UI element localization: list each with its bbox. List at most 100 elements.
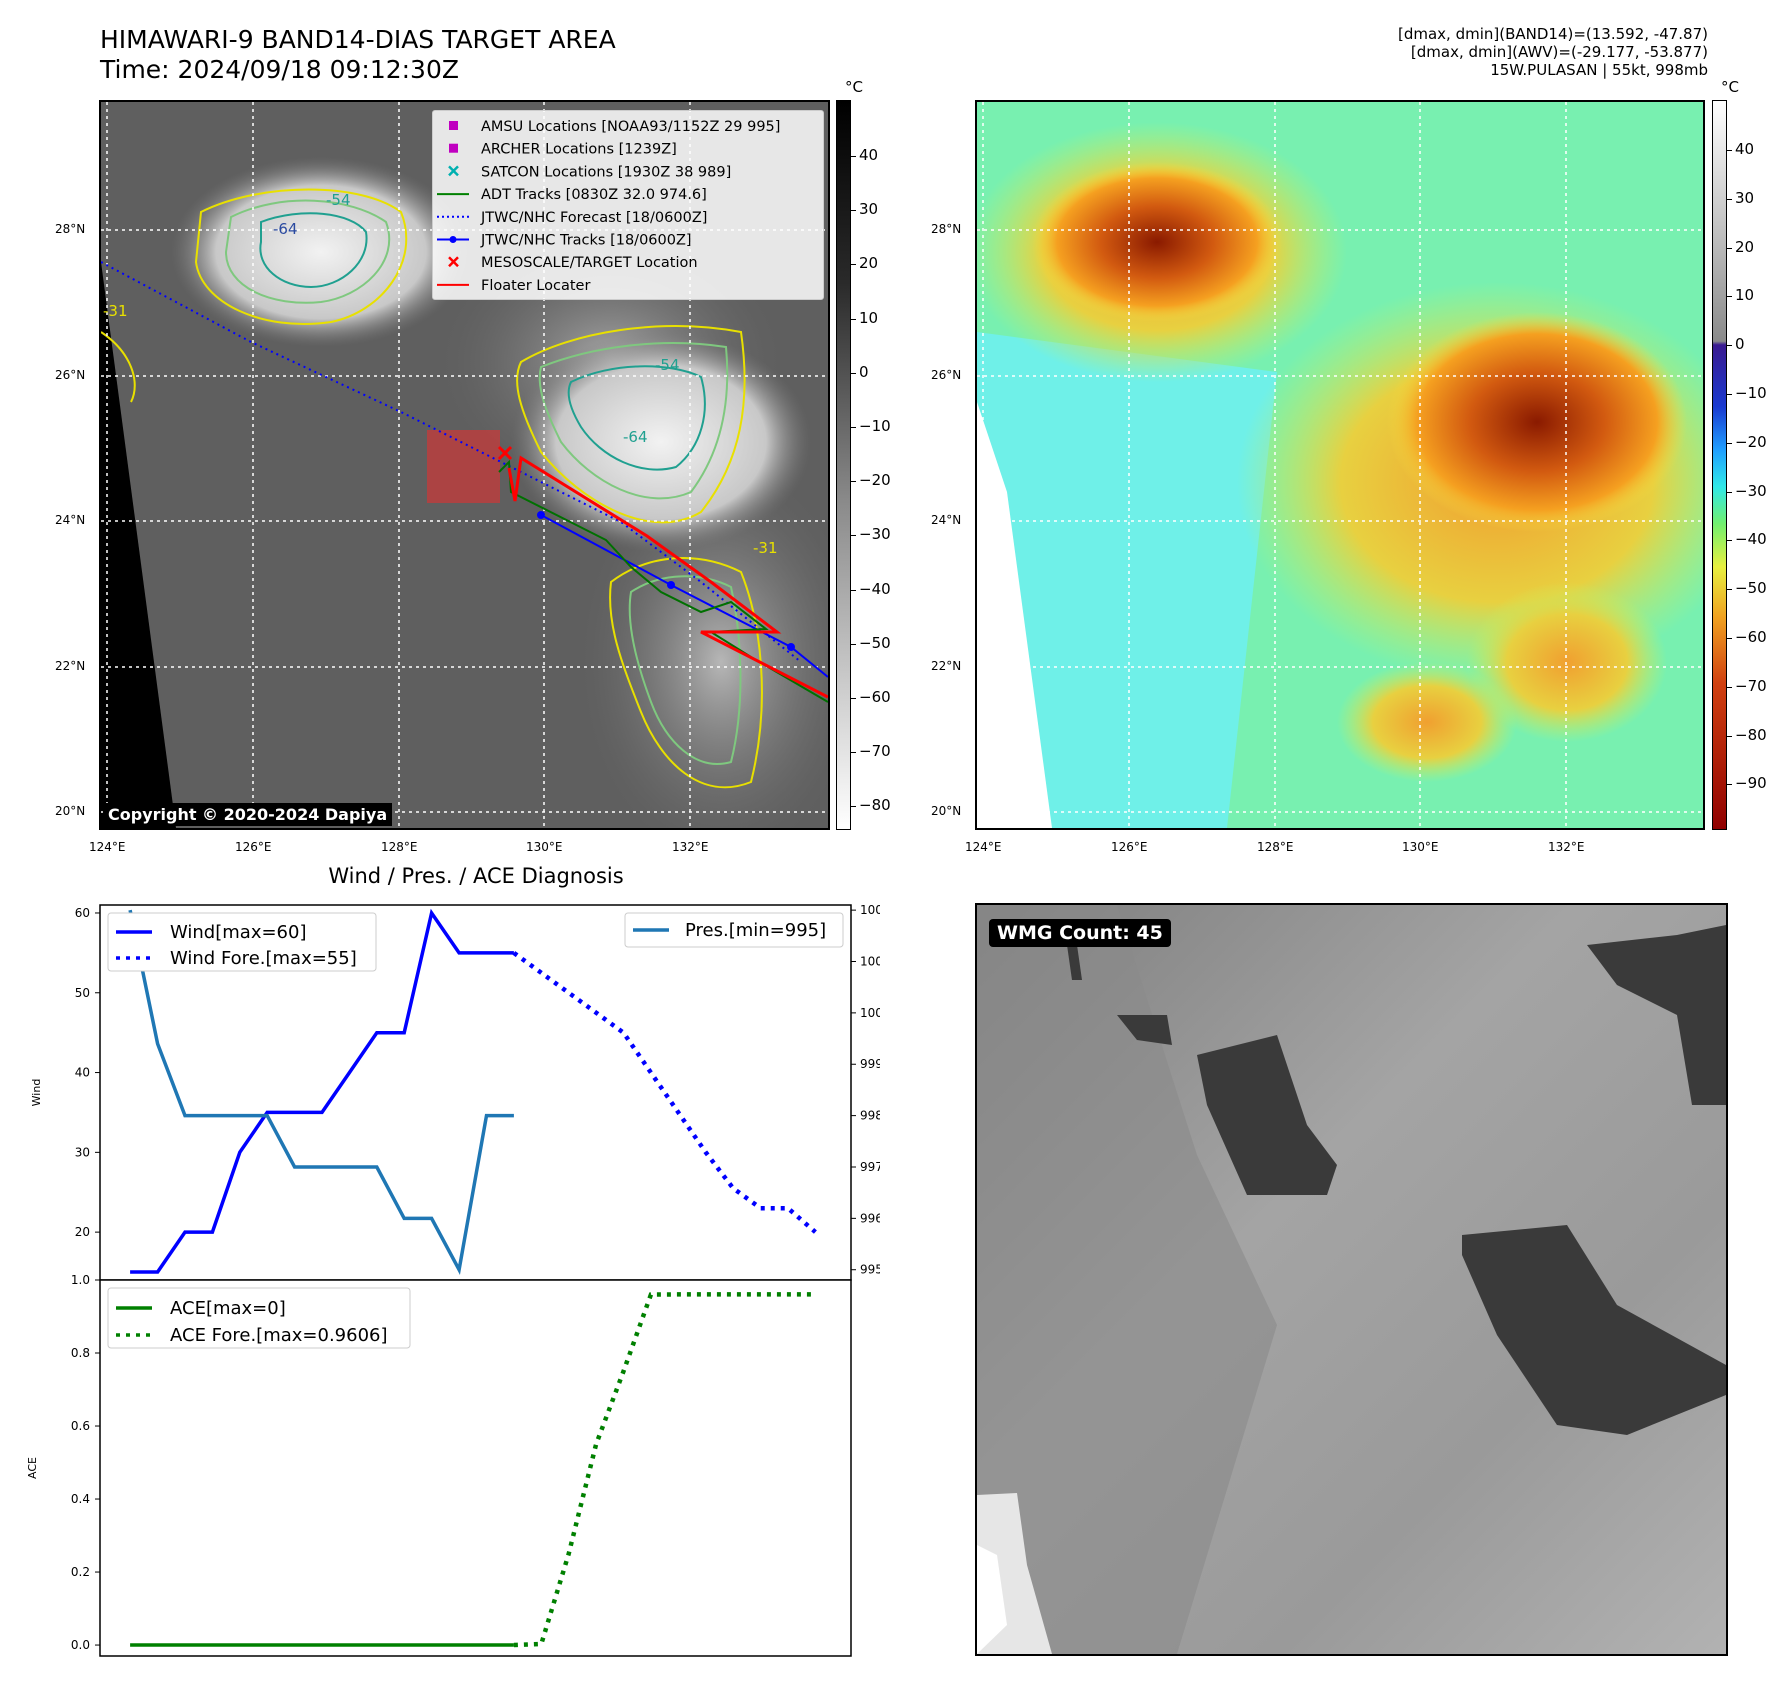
legend-dot-icon: [449, 236, 457, 243]
colorbar-tick-label: −20: [1735, 432, 1767, 451]
ace-ytick-label: 0.4: [71, 1492, 90, 1506]
colorbar-tick-label: −80: [859, 796, 891, 815]
awv-dry-region: [977, 332, 1277, 828]
lon-label: 128°E: [381, 840, 418, 854]
colorbar-tick-label: 20: [1735, 237, 1755, 256]
legend-label: AMSU Locations [NOAA93/1152Z 29 995]: [481, 119, 780, 135]
colorbar-tick-mark: [851, 264, 856, 266]
ace-legend-box: [107, 1287, 411, 1349]
figure-title: HIMAWARI-9 BAND14-DIAS TARGET AREA Time:…: [100, 25, 616, 85]
colorbar-tick-label: −60: [859, 688, 891, 706]
legend-label: SATCON Locations [1930Z 38 989]: [481, 164, 731, 180]
jtwc-track-point: [787, 643, 795, 651]
legend-item: JTWC/NHC Tracks [18/0600Z]: [437, 233, 692, 249]
colorbar-tick-mark: [851, 372, 856, 374]
colorbar-tick-label: −10: [1735, 384, 1767, 402]
legend-label: MESOSCALE/TARGET Location: [481, 255, 698, 271]
legend-item: SATCON Locations [1930Z 38 989]: [448, 164, 731, 180]
contour-green-north: [224, 199, 391, 304]
colorbar-tick-mark: [1727, 296, 1732, 298]
ace-panel: 0.0 0.2 0.4 0.6 0.8 1.0 ACE ACE[max=0] ACE Fore.…: [26, 1273, 852, 1657]
lat-label: 24°N: [55, 513, 86, 527]
legend-label: Wind Fore.[max=55]: [170, 948, 357, 969]
legend-label: Floater Locater: [481, 278, 590, 294]
title-line-1: HIMAWARI-9 BAND14-DIAS TARGET AREA: [100, 25, 616, 54]
colorbar-tick-label: 40: [859, 146, 879, 164]
jtwc-track-point: [537, 511, 545, 519]
legend-x-icon: [448, 256, 459, 268]
contour-label: -54: [326, 191, 351, 209]
legend-x-icon: [448, 165, 459, 177]
colorbar-tick-label: 0: [859, 362, 869, 381]
ace-ytick-label: 0.8: [71, 1346, 90, 1360]
contour-yellow-east: [516, 325, 746, 524]
ace-ytick-label: 1.0: [71, 1273, 90, 1287]
legend-item: ARCHER Locations [1239Z]: [449, 142, 677, 158]
wind-ytick-label: 40: [75, 1066, 90, 1080]
wind-legend-box: [107, 912, 377, 972]
no-data-region: [101, 262, 176, 828]
colorbar-tick-mark: [1727, 540, 1732, 542]
colorbar-tick-label: −50: [1735, 579, 1767, 598]
contour-label: -31: [103, 302, 128, 320]
colorbar-tick-label: −70: [859, 742, 891, 761]
wmg-dark-cell: [1462, 1225, 1726, 1435]
colorbar-tick-mark: [1727, 394, 1732, 395]
lat-label: 20°N: [931, 804, 962, 818]
legend-label: JTWC/NHC Forecast [18/0600Z]: [480, 210, 707, 226]
awv-map-canvas: [977, 102, 1703, 828]
ir-colorbar-unit: °C: [845, 78, 863, 96]
mesoscale-target-marker: [497, 445, 513, 461]
colorbar-tick-label: −80: [1735, 725, 1767, 744]
colorbar-tick-label: 20: [859, 254, 879, 273]
jtwc-forecast-line: [101, 261, 802, 663]
legend-label: ACE[max=0]: [170, 1298, 286, 1319]
colorbar-tick-mark: [851, 698, 856, 699]
wind-ytick-label: 20: [75, 1225, 90, 1239]
floater-locater-line: [507, 455, 828, 699]
lat-label: 26°N: [931, 368, 962, 382]
contour-teal-east: [567, 365, 706, 471]
contour-yellow-west: [101, 331, 136, 403]
title-line-2: Time: 2024/09/18 09:12:30Z: [100, 55, 459, 84]
copyright-badge: Copyright © 2020-2024 Dapiya: [103, 803, 393, 826]
colorbar-tick-mark: [851, 210, 856, 212]
legend-item: AMSU Locations [NOAA93/1152Z 29 995]: [449, 119, 780, 135]
wmg-count-badge: WMG Count: 45: [989, 919, 1171, 947]
colorbar-tick-label: −90: [1735, 774, 1767, 793]
wind-ytick-label: 50: [75, 986, 90, 1000]
colorbar-tick-mark: [1727, 735, 1732, 737]
colorbar-tick-mark: [851, 643, 856, 645]
lon-label: 126°E: [1111, 840, 1148, 854]
colorbar-tick-mark: [851, 156, 856, 157]
wmg-canvas: [977, 905, 1726, 1654]
colorbar-tick-label: −70: [1735, 676, 1767, 695]
contour-teal-north: [259, 212, 368, 289]
pressure-ytick-label: 998: [860, 1109, 880, 1123]
series-line-1: [512, 951, 817, 1234]
lon-label: 132°E: [672, 840, 709, 854]
chart-title: Wind / Pres. / ACE Diagnosis: [328, 864, 623, 888]
colorbar-tick-label: 0: [1735, 335, 1745, 354]
wind-ytick-label: 60: [75, 906, 90, 920]
colorbar-tick-mark: [1727, 784, 1732, 786]
ir-satellite-map: -54 -64 -31 -54 -64 -31 AMSU Locations […: [99, 100, 830, 830]
ir-colorbar: [836, 100, 851, 830]
lon-label: 124°E: [89, 840, 126, 854]
legend-square-icon: [449, 143, 458, 153]
lat-label: 22°N: [55, 659, 86, 673]
legend-label: Pres.[min=995]: [685, 920, 826, 941]
colorbar-tick-mark: [851, 752, 856, 754]
lon-label: 132°E: [1548, 840, 1585, 854]
awv-map: [975, 100, 1705, 830]
legend-item: JTWC/NHC Forecast [18/0600Z]: [437, 210, 707, 226]
colorbar-tick-mark: [1727, 150, 1732, 151]
wmg-bright-region: [977, 1545, 1007, 1654]
ace-axis-label: ACE: [26, 1457, 39, 1479]
lon-label: 126°E: [235, 840, 272, 854]
jtwc-track-line: [540, 514, 828, 678]
colorbar-tick-mark: [851, 427, 856, 428]
pressure-ytick-label: 1002: [860, 903, 880, 917]
colorbar-tick-mark: [1727, 589, 1732, 591]
